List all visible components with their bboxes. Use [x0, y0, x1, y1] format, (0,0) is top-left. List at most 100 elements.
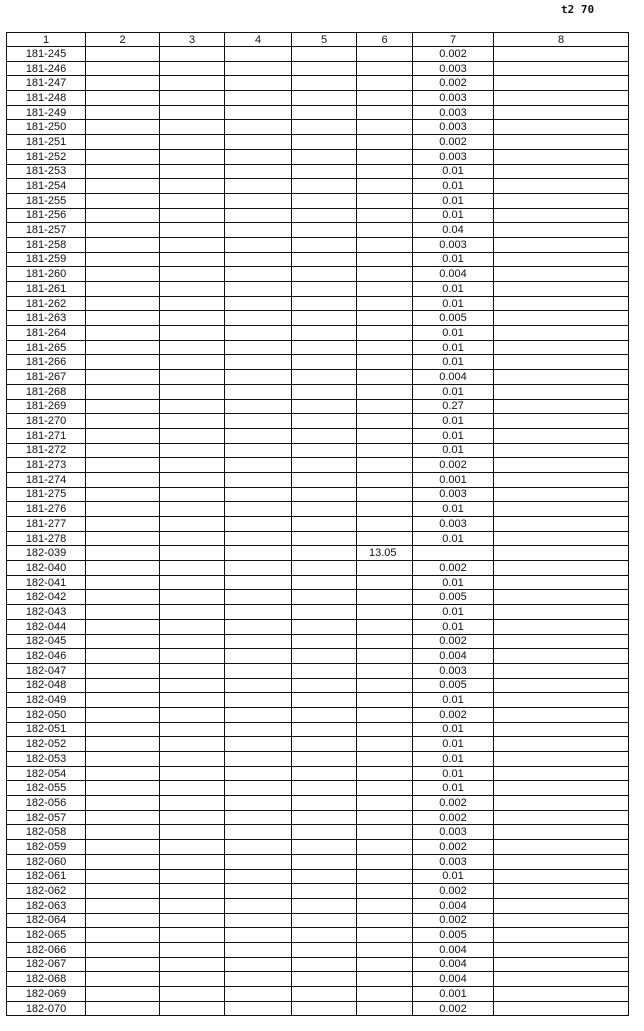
empty-cell	[224, 560, 292, 576]
empty-cell	[85, 148, 160, 165]
sample-id-cell: 181-249	[6, 104, 86, 121]
empty-cell	[159, 413, 225, 429]
empty-cell	[493, 839, 629, 855]
empty-cell	[291, 780, 357, 797]
sample-id-cell: 181-263	[6, 310, 86, 327]
empty-cell	[224, 427, 292, 444]
empty-cell	[159, 971, 225, 987]
empty-cell	[493, 192, 629, 209]
sample-id-cell: 181-268	[6, 383, 86, 400]
empty-cell	[291, 986, 357, 1002]
empty-cell	[224, 207, 292, 224]
empty-cell	[493, 545, 629, 562]
sample-id-cell: 181-248	[6, 90, 86, 106]
empty-cell	[493, 516, 629, 532]
empty-cell	[85, 339, 160, 356]
table-row: 181-275 0.003	[6, 486, 629, 503]
empty-cell	[85, 941, 160, 958]
sample-id-cell: 181-261	[6, 281, 86, 297]
empty-cell	[224, 192, 292, 209]
empty-cell	[224, 956, 292, 973]
empty-cell	[159, 148, 225, 165]
sample-id-cell: 182-062	[6, 883, 86, 899]
sample-id-cell: 181-257	[6, 222, 86, 238]
empty-cell	[224, 868, 292, 885]
empty-cell	[493, 589, 629, 606]
col6-cell	[356, 339, 413, 356]
empty-cell	[291, 46, 357, 62]
empty-cell	[493, 648, 629, 664]
empty-cell	[291, 60, 357, 77]
col6-cell	[356, 104, 413, 121]
empty-cell	[159, 662, 225, 679]
col6-cell	[356, 471, 413, 488]
empty-cell	[291, 736, 357, 752]
col7-cell: 0.01	[412, 207, 494, 224]
col6-cell	[356, 868, 413, 885]
empty-cell	[493, 457, 629, 473]
col6-cell	[356, 883, 413, 899]
empty-cell	[224, 780, 292, 797]
empty-cell	[159, 795, 225, 811]
table-row: 181-255 0.01	[6, 192, 629, 209]
empty-cell	[159, 266, 225, 282]
empty-cell	[493, 692, 629, 708]
empty-cell	[159, 530, 225, 547]
empty-cell	[224, 75, 292, 92]
table-row: 182-057 0.002	[6, 809, 629, 826]
table-row: 181-260 0.004	[6, 266, 629, 282]
col6-cell	[356, 780, 413, 797]
empty-cell	[291, 163, 357, 180]
table-row: 182-051 0.01	[6, 721, 629, 738]
empty-cell	[493, 927, 629, 943]
empty-cell	[159, 574, 225, 591]
empty-cell	[291, 501, 357, 517]
sample-id-cell: 181-265	[6, 339, 86, 356]
empty-cell	[493, 295, 629, 312]
sample-id-cell: 182-051	[6, 721, 86, 738]
empty-cell	[291, 795, 357, 811]
empty-cell	[85, 795, 160, 811]
col7-cell: 0.004	[412, 971, 494, 987]
empty-cell	[493, 398, 629, 415]
sample-id-cell: 181-255	[6, 192, 86, 209]
empty-cell	[493, 266, 629, 282]
table-row: 181-273 0.002	[6, 457, 629, 473]
col6-cell	[356, 281, 413, 297]
empty-cell	[85, 986, 160, 1002]
sample-id-cell: 182-064	[6, 912, 86, 929]
empty-cell	[291, 325, 357, 341]
empty-cell	[85, 618, 160, 635]
empty-cell	[224, 751, 292, 767]
empty-cell	[493, 897, 629, 914]
column-header: 1	[6, 32, 86, 47]
empty-cell	[291, 413, 357, 429]
col6-cell	[356, 824, 413, 841]
empty-cell	[159, 75, 225, 92]
empty-cell	[159, 119, 225, 136]
empty-cell	[291, 192, 357, 209]
sample-id-cell: 181-254	[6, 178, 86, 194]
empty-cell	[159, 927, 225, 943]
table-row: 181-247 0.002	[6, 75, 629, 92]
table-row: 181-268 0.01	[6, 383, 629, 400]
empty-cell	[224, 604, 292, 620]
col6-cell	[356, 398, 413, 415]
empty-cell	[159, 163, 225, 180]
empty-cell	[224, 295, 292, 312]
sample-id-cell: 181-277	[6, 516, 86, 532]
empty-cell	[159, 912, 225, 929]
empty-cell	[224, 706, 292, 723]
col7-cell: 0.01	[412, 868, 494, 885]
col7-cell: 0.005	[412, 677, 494, 694]
empty-cell	[224, 927, 292, 943]
empty-cell	[224, 325, 292, 341]
sample-id-cell: 181-259	[6, 251, 86, 268]
empty-cell	[85, 589, 160, 606]
empty-cell	[291, 721, 357, 738]
empty-cell	[159, 780, 225, 797]
empty-cell	[291, 751, 357, 767]
empty-cell	[85, 971, 160, 987]
empty-cell	[85, 266, 160, 282]
empty-cell	[493, 736, 629, 752]
